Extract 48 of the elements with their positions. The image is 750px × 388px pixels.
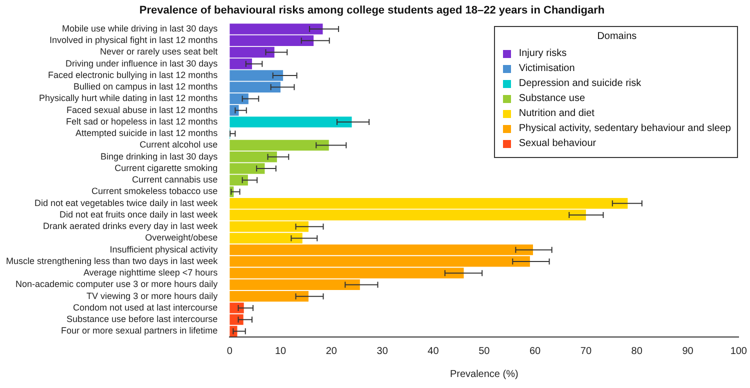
y-tick-label: Average nighttime sleep <7 hours [83, 268, 218, 278]
legend-label: Substance use [518, 93, 586, 104]
x-tick-label: 60 [529, 346, 542, 357]
y-tick-label: Did not eat fruits once daily in last week [60, 209, 218, 220]
y-tick-label: Did not eat vegetables twice daily in last week [34, 198, 218, 208]
legend-label: Sexual behaviour [518, 138, 596, 149]
y-tick-label: Physically hurt while dating in last 12 months [39, 93, 218, 104]
y-tick-label: Attempted suicide in last 12 months [76, 128, 218, 138]
x-tick-label: 90 [682, 346, 694, 357]
x-tick-label: 50 [478, 346, 490, 357]
y-tick-label: Driving under influence in last 30 days [66, 58, 218, 68]
x-tick-label: 10 [274, 346, 287, 357]
chart-title: Prevalence of behavioural risks among college students aged 18–22 years in Chandigarh [139, 4, 605, 17]
y-tick-label: Binge drinking in last 30 days [100, 151, 218, 162]
y-tick-label: Felt sad or hopeless in last 12 months [66, 116, 218, 126]
y-tick-label: Faced sexual abuse in last 12 months [66, 104, 218, 115]
x-tick-label: 20 [326, 346, 338, 357]
legend-label: Nutrition and diet [518, 108, 594, 119]
x-tick-label: 80 [631, 346, 643, 357]
x-tick-label: 100 [730, 346, 748, 357]
y-tick-label: Four or more sexual partners in lifetime [61, 326, 218, 336]
x-tick-label: 40 [428, 346, 440, 357]
y-tick-label: Involved in physical fight in last 12 months [50, 35, 218, 46]
legend-label: Depression and suicide risk [518, 78, 642, 89]
y-tick-label: Faced electronic bullying in last 12 months [48, 70, 218, 80]
y-tick-label: Insufficient physical activity [110, 244, 218, 254]
y-tick-label: Overweight/obese [145, 232, 218, 243]
y-tick-label: Current smokeless tobacco use [92, 186, 218, 196]
y-tick-label: TV viewing 3 or more hours daily [86, 290, 218, 301]
x-tick-label: 0 [226, 346, 233, 357]
y-tick-label: Bullied on campus in last 12 months [74, 82, 218, 92]
legend-label: Physical activity, sedentary behaviour and sleep [518, 123, 731, 134]
x-axis-title: Prevalence (%) [450, 368, 518, 380]
y-tick-label: Mobile use while driving in last 30 days [62, 23, 218, 34]
y-tick-label: Non-academic computer use 3 or more hours daily [16, 279, 218, 290]
legend-label: Victimisation [518, 63, 575, 74]
legend-title: Domains [596, 31, 638, 42]
x-tick-label: 70 [580, 346, 592, 357]
y-tick-label: Condom not used at last intercourse [73, 302, 218, 312]
x-tick-label: 30 [376, 346, 388, 357]
y-tick-label: Drank aerated drinks every day in last week [43, 221, 218, 232]
y-tick-label: Substance use before last intercourse [66, 314, 218, 324]
y-tick-label: Current cannabis use [132, 174, 218, 185]
legend-label: Injury risks [518, 48, 567, 59]
y-tick-label: Current alcohol use [140, 140, 218, 150]
y-tick-label: Current cigarette smoking [114, 162, 218, 173]
y-tick-label: Never or rarely uses seat belt [100, 46, 218, 57]
y-tick-label: Muscle strengthening less than two days in last week [6, 256, 218, 266]
